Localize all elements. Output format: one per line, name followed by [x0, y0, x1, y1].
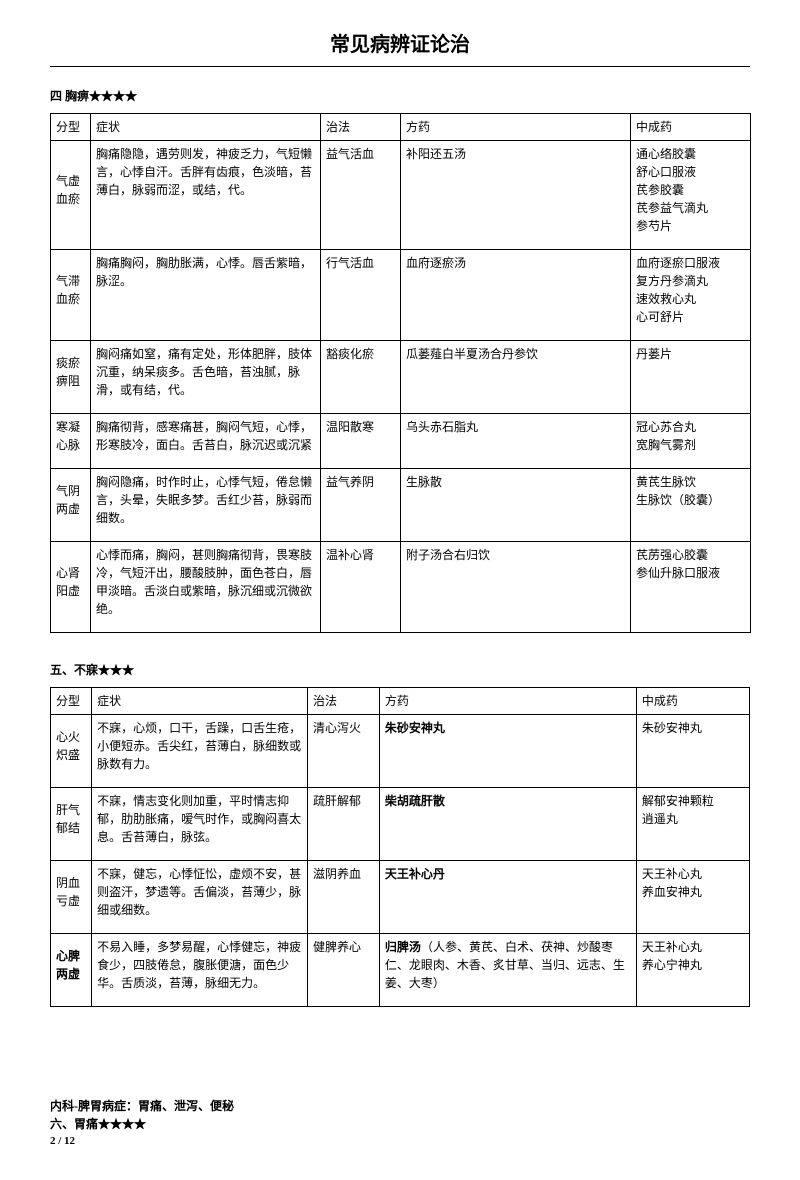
cell-symptom: 不寐，健忘，心悸怔忪，虚烦不安，甚则盗汗，梦遗等。舌偏淡，苔薄少，脉细或细数。: [92, 861, 308, 934]
table-row: 心脾两虚不易入睡，多梦易醒，心悸健忘，神疲食少，四肢倦怠，腹胀便溏，面色少华。舌…: [51, 934, 750, 1007]
footer-line1: 内科-脾胃病症：胃痛、泄泻、便秘: [50, 1097, 750, 1115]
title-underline: [50, 66, 750, 67]
cell-symptom: 胸痛彻背，感寒痛甚，胸闷气短，心悸，形寒肢冷，面白。舌苔白，脉沉迟或沉紧: [91, 414, 321, 469]
cell-symptom: 不寐，情志变化则加重，平时情志抑郁，肋肋胀痛，嗳气时作，或胸闷喜太息。舌苔薄白，…: [92, 788, 308, 861]
section2-title: 五、不寐★★★: [50, 661, 750, 679]
cell-symptom: 胸痛隐隐，遇劳则发，神疲乏力，气短懒言，心悸自汗。舌胖有齿痕，色淡暗，苔薄白，脉…: [91, 141, 321, 250]
table-row: 气虚血瘀胸痛隐隐，遇劳则发，神疲乏力，气短懒言，心悸自汗。舌胖有齿痕，色淡暗，苔…: [51, 141, 751, 250]
table-row: 痰瘀痹阻胸闷痛如窒，痛有定处，形体肥胖，肢体沉重，纳呆痰多。舌色暗，苔浊腻，脉滑…: [51, 341, 751, 414]
section1-title: 四 胸痹★★★★: [50, 87, 750, 105]
table-row: 阴血亏虚不寐，健忘，心悸怔忪，虚烦不安，甚则盗汗，梦遗等。舌偏淡，苔薄少，脉细或…: [51, 861, 750, 934]
cell-type: 痰瘀痹阻: [51, 341, 91, 414]
footer-line2: 六、胃痛★★★★: [50, 1115, 750, 1133]
header-symptom: 症状: [92, 688, 308, 715]
footer: 内科-脾胃病症：胃痛、泄泻、便秘 六、胃痛★★★★ 2 / 12: [50, 1097, 750, 1150]
table-header-row: 分型 症状 治法 方药 中成药: [51, 688, 750, 715]
cell-patent: 朱砂安神丸: [636, 715, 749, 788]
cell-type: 心火炽盛: [51, 715, 92, 788]
cell-formula: 补阳还五汤: [401, 141, 631, 250]
cell-type: 肝气郁结: [51, 788, 92, 861]
page-title: 常见病辨证论治: [50, 30, 750, 60]
header-symptom: 症状: [91, 114, 321, 141]
cell-type: 气虚血瘀: [51, 141, 91, 250]
header-method: 治法: [307, 688, 379, 715]
cell-formula: 朱砂安神丸: [379, 715, 636, 788]
header-patent: 中成药: [636, 688, 749, 715]
cell-patent: 芪苈强心胶囊参仙升脉口服液: [631, 542, 751, 633]
cell-symptom: 胸闷痛如窒，痛有定处，形体肥胖，肢体沉重，纳呆痰多。舌色暗，苔浊腻，脉滑，或有结…: [91, 341, 321, 414]
cell-method: 温补心肾: [321, 542, 401, 633]
table-bumei: 分型 症状 治法 方药 中成药 心火炽盛不寐，心烦，口干，舌躁，口舌生疮，小便短…: [50, 687, 750, 1007]
header-type: 分型: [51, 114, 91, 141]
cell-patent: 通心络胶囊舒心口服液芪参胶囊芪参益气滴丸参芍片: [631, 141, 751, 250]
cell-type: 阴血亏虚: [51, 861, 92, 934]
cell-method: 温阳散寒: [321, 414, 401, 469]
cell-formula: 天王补心丹: [379, 861, 636, 934]
cell-type: 心肾阳虚: [51, 542, 91, 633]
cell-method: 豁痰化瘀: [321, 341, 401, 414]
cell-method: 行气活血: [321, 250, 401, 341]
cell-type: 气阴两虚: [51, 469, 91, 542]
cell-method: 益气养阴: [321, 469, 401, 542]
cell-symptom: 胸闷隐痛，时作时止，心悸气短，倦怠懒言，头晕，失眠多梦。舌红少苔，脉弱而细数。: [91, 469, 321, 542]
page-number: 2 / 12: [50, 1133, 750, 1150]
table-row: 心肾阳虚心悸而痛，胸闷，甚则胸痛彻背，畏寒肢冷，气短汗出，腰酸肢肿，面色苍白，唇…: [51, 542, 751, 633]
table-row: 气阴两虚胸闷隐痛，时作时止，心悸气短，倦怠懒言，头晕，失眠多梦。舌红少苔，脉弱而…: [51, 469, 751, 542]
cell-method: 益气活血: [321, 141, 401, 250]
cell-method: 清心泻火: [307, 715, 379, 788]
header-type: 分型: [51, 688, 92, 715]
header-method: 治法: [321, 114, 401, 141]
cell-patent: 血府逐瘀口服液复方丹参滴丸速效救心丸心可舒片: [631, 250, 751, 341]
cell-formula: 附子汤合右归饮: [401, 542, 631, 633]
cell-symptom: 不易入睡，多梦易醒，心悸健忘，神疲食少，四肢倦怠，腹胀便溏，面色少华。舌质淡，苔…: [92, 934, 308, 1007]
cell-formula: 归脾汤（人参、黄芪、白术、茯神、炒酸枣仁、龙眼肉、木香、炙甘草、当归、远志、生姜…: [379, 934, 636, 1007]
cell-formula: 柴胡疏肝散: [379, 788, 636, 861]
cell-symptom: 不寐，心烦，口干，舌躁，口舌生疮，小便短赤。舌尖红，苔薄白，脉细数或脉数有力。: [92, 715, 308, 788]
table-row: 心火炽盛不寐，心烦，口干，舌躁，口舌生疮，小便短赤。舌尖红，苔薄白，脉细数或脉数…: [51, 715, 750, 788]
cell-patent: 解郁安神颗粒逍遥丸: [636, 788, 749, 861]
table-header-row: 分型 症状 治法 方药 中成药: [51, 114, 751, 141]
cell-formula: 乌头赤石脂丸: [401, 414, 631, 469]
cell-method: 滋阴养血: [307, 861, 379, 934]
cell-patent: 丹蒌片: [631, 341, 751, 414]
cell-formula: 瓜蒌薤白半夏汤合丹参饮: [401, 341, 631, 414]
cell-formula: 生脉散: [401, 469, 631, 542]
table-row: 肝气郁结不寐，情志变化则加重，平时情志抑郁，肋肋胀痛，嗳气时作，或胸闷喜太息。舌…: [51, 788, 750, 861]
cell-type: 气滞血瘀: [51, 250, 91, 341]
cell-type: 心脾两虚: [51, 934, 92, 1007]
cell-type: 寒凝心脉: [51, 414, 91, 469]
header-formula: 方药: [379, 688, 636, 715]
cell-method: 疏肝解郁: [307, 788, 379, 861]
cell-patent: 天王补心丸养心宁神丸: [636, 934, 749, 1007]
cell-symptom: 胸痛胸闷，胸肋胀满，心悸。唇舌紫暗，脉涩。: [91, 250, 321, 341]
header-patent: 中成药: [631, 114, 751, 141]
cell-symptom: 心悸而痛，胸闷，甚则胸痛彻背，畏寒肢冷，气短汗出，腰酸肢肿，面色苍白，唇甲淡暗。…: [91, 542, 321, 633]
table-row: 寒凝心脉胸痛彻背，感寒痛甚，胸闷气短，心悸，形寒肢冷，面白。舌苔白，脉沉迟或沉紧…: [51, 414, 751, 469]
cell-formula: 血府逐瘀汤: [401, 250, 631, 341]
cell-method: 健脾养心: [307, 934, 379, 1007]
cell-patent: 黄芪生脉饮生脉饮（胶囊）: [631, 469, 751, 542]
cell-patent: 冠心苏合丸宽胸气雾剂: [631, 414, 751, 469]
cell-patent: 天王补心丸养血安神丸: [636, 861, 749, 934]
table-row: 气滞血瘀胸痛胸闷，胸肋胀满，心悸。唇舌紫暗，脉涩。行气活血血府逐瘀汤血府逐瘀口服…: [51, 250, 751, 341]
table-xiongbi: 分型 症状 治法 方药 中成药 气虚血瘀胸痛隐隐，遇劳则发，神疲乏力，气短懒言，…: [50, 113, 751, 633]
header-formula: 方药: [401, 114, 631, 141]
